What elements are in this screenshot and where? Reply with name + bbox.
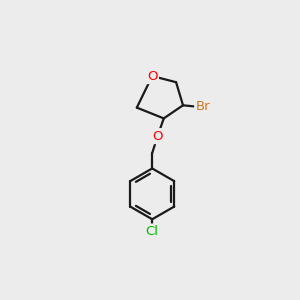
Text: O: O [152,130,163,142]
Text: Cl: Cl [146,225,159,238]
Text: Br: Br [196,100,210,113]
Text: O: O [147,70,158,83]
